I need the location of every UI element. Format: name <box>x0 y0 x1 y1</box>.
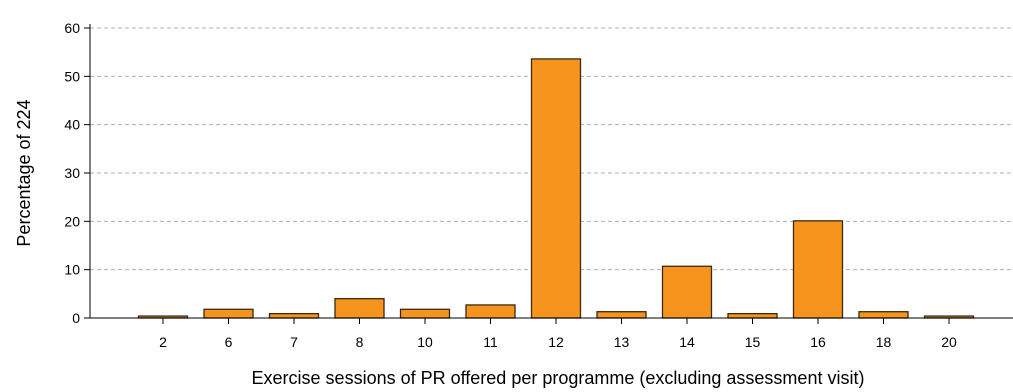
y-tick-label: 60 <box>64 20 80 36</box>
x-tick-label: 16 <box>810 334 826 350</box>
x-tick-label: 6 <box>225 334 233 350</box>
bar-18 <box>858 311 909 319</box>
bars <box>137 58 975 319</box>
y-axis-title: Percentage of 224 <box>14 99 34 246</box>
bar-15 <box>727 312 778 319</box>
y-tick-label: 10 <box>64 262 80 278</box>
bar-11 <box>465 304 516 319</box>
bar-7 <box>268 312 320 319</box>
bar-12 <box>530 58 582 319</box>
x-tick-label: 13 <box>614 334 630 350</box>
y-tick-label: 30 <box>64 165 80 181</box>
bar-10 <box>399 308 451 319</box>
x-tick-label: 8 <box>356 334 364 350</box>
y-tick-label: 50 <box>64 68 80 84</box>
x-axis-ticks: 2 6 7 8 10 11 12 13 14 15 16 18 20 <box>159 318 957 350</box>
x-tick-label: 2 <box>159 334 167 350</box>
bar-6 <box>203 308 254 319</box>
y-tick-label: 0 <box>72 310 80 326</box>
y-axis-ticks: 0 10 20 30 40 50 60 <box>64 20 90 326</box>
x-tick-label: 12 <box>548 334 564 350</box>
y-tick-label: 20 <box>64 213 80 229</box>
x-tick-label: 14 <box>679 334 695 350</box>
x-tick-label: 7 <box>290 334 298 350</box>
x-tick-label: 15 <box>745 334 761 350</box>
bar-14 <box>661 265 713 319</box>
x-tick-label: 18 <box>876 334 892 350</box>
x-tick-label: 11 <box>483 334 498 350</box>
bar-8 <box>334 298 385 319</box>
x-tick-label: 10 <box>417 334 433 350</box>
y-tick-label: 40 <box>64 117 80 133</box>
x-axis-title: Exercise sessions of PR offered per prog… <box>252 368 865 388</box>
bar-16 <box>792 220 844 319</box>
x-tick-label: 20 <box>941 334 957 350</box>
bar-13 <box>596 311 647 319</box>
